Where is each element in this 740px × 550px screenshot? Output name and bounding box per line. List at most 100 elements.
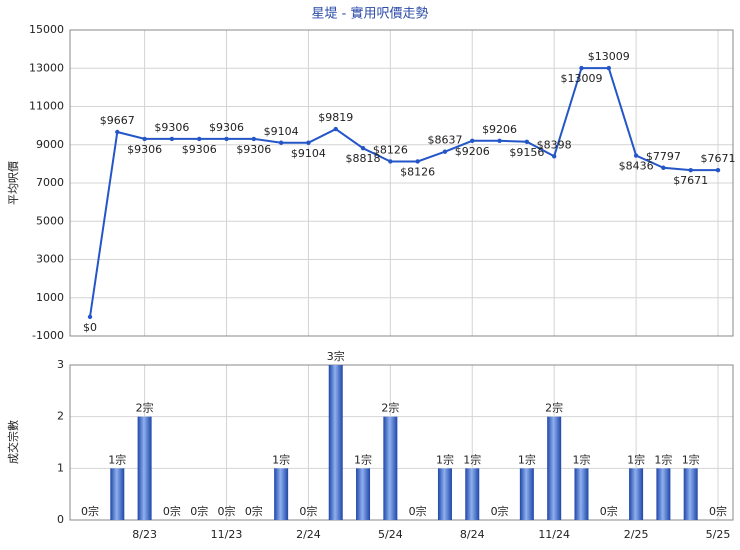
point [197, 136, 202, 142]
bar [274, 468, 289, 520]
bar [629, 468, 644, 520]
y-tick-label: 3 [57, 358, 64, 371]
data-label: 1宗 [654, 452, 672, 466]
data-label: 0宗 [190, 504, 208, 518]
x-tick-label: 5/25 [706, 528, 731, 541]
y-tick-label: -1000 [32, 329, 64, 342]
y-tick-label: 1000 [36, 291, 64, 304]
point [333, 126, 338, 132]
point [497, 138, 502, 144]
data-label: 2宗 [381, 401, 399, 415]
data-label: $9104 [291, 147, 326, 160]
data-label: $9306 [236, 143, 271, 156]
data-label: $7671 [701, 152, 736, 165]
data-label: $0 [83, 321, 97, 334]
point [169, 136, 175, 142]
data-label: 0宗 [600, 504, 618, 518]
data-label: 1宗 [436, 452, 454, 466]
data-label: $8818 [346, 152, 381, 165]
point [661, 165, 666, 170]
data-label: $8126 [373, 143, 408, 156]
point [251, 136, 257, 142]
plot-frame [69, 29, 734, 337]
x-tick-label: 11/24 [538, 528, 570, 541]
y-tick-label: 1 [57, 461, 64, 474]
bar [328, 365, 343, 520]
point [360, 146, 366, 151]
point [142, 136, 147, 142]
bar [383, 416, 398, 520]
bar [683, 468, 698, 520]
point [524, 139, 530, 144]
data-label: 0宗 [81, 504, 99, 518]
bar [656, 468, 671, 520]
data-label: $8637 [427, 134, 462, 147]
data-label: 0宗 [709, 504, 727, 518]
point [224, 136, 229, 142]
data-label: $9306 [182, 143, 217, 156]
data-label: $8126 [400, 165, 435, 178]
x-tick-label: 5/24 [378, 528, 403, 541]
y-tick-label: 3000 [36, 253, 64, 266]
y-tick-label: 0 [57, 513, 64, 526]
point [442, 149, 448, 154]
data-label: 1宗 [354, 452, 372, 466]
point [388, 159, 393, 164]
data-label: 1宗 [272, 452, 290, 466]
data-label: 0宗 [163, 504, 181, 518]
data-label: $8436 [619, 160, 654, 173]
data-label: 1宗 [627, 452, 645, 466]
y-tick-label: 15000 [29, 23, 64, 36]
data-label: $9306 [209, 121, 244, 134]
data-label: 2宗 [136, 401, 154, 415]
y-tick-label: 13000 [29, 61, 64, 74]
point [87, 314, 93, 320]
y-axis-label: 平均呎價 [6, 161, 20, 205]
x-tick-label: 8/23 [132, 528, 157, 541]
data-label: 1宗 [463, 452, 481, 466]
point [278, 140, 284, 145]
data-label: $9156 [509, 146, 544, 159]
data-label: $7797 [646, 150, 681, 163]
data-label: $13009 [560, 72, 602, 85]
data-label: $9206 [482, 123, 517, 136]
data-label: $13009 [588, 50, 630, 63]
point [606, 65, 611, 71]
x-tick-label: 11/23 [211, 528, 243, 541]
point [688, 167, 693, 173]
data-label: $9306 [154, 121, 189, 134]
x-tick-label: 2/25 [624, 528, 649, 541]
bar [356, 468, 371, 520]
bar [110, 468, 125, 520]
data-label: $9104 [264, 125, 299, 138]
point [470, 138, 475, 144]
data-label: 3宗 [327, 349, 345, 363]
point [715, 167, 721, 173]
point [633, 153, 639, 158]
y-axis-label: 成交宗數 [6, 420, 20, 464]
data-label: 0宗 [245, 504, 263, 518]
point [551, 154, 557, 159]
data-label: 0宗 [491, 504, 509, 518]
bar [547, 416, 562, 520]
data-label: 1宗 [518, 452, 536, 466]
y-tick-label: 5000 [36, 214, 64, 227]
bar [137, 416, 152, 520]
x-tick-label: 8/24 [460, 528, 485, 541]
data-label: $9667 [100, 114, 135, 127]
y-tick-label: 7000 [36, 176, 64, 189]
y-tick-label: 11000 [29, 100, 64, 113]
data-label: 2宗 [545, 401, 563, 415]
x-tick-label: 2/24 [296, 528, 321, 541]
data-label: 1宗 [572, 452, 590, 466]
data-label: 0宗 [409, 504, 427, 518]
bar [574, 468, 589, 520]
data-label: $8398 [537, 138, 572, 151]
line [89, 67, 718, 318]
point [115, 129, 120, 135]
data-label: 1宗 [682, 452, 700, 466]
y-tick-label: 9000 [36, 138, 64, 151]
point [579, 65, 584, 71]
data-label: $9819 [318, 111, 353, 124]
